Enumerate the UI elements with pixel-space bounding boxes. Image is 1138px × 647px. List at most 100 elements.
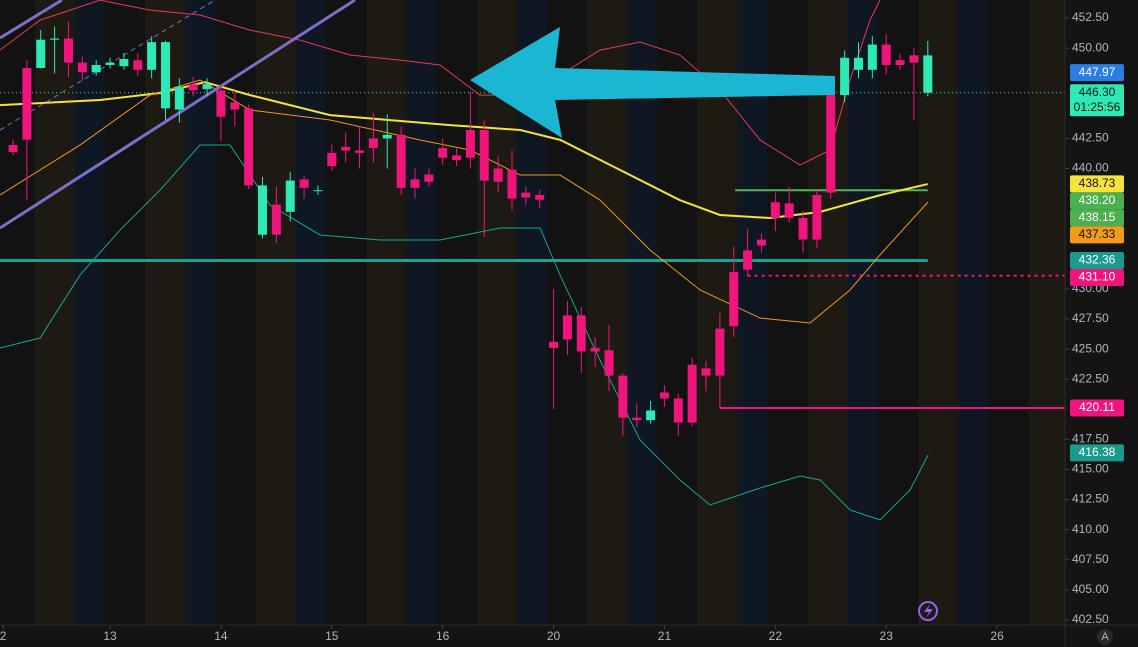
candle-body bbox=[673, 398, 683, 423]
y-tick-label: 440.00 bbox=[1072, 161, 1109, 175]
candle-body bbox=[313, 190, 323, 192]
candle-body bbox=[355, 150, 365, 153]
candle-body bbox=[91, 65, 101, 73]
candle-body bbox=[8, 145, 18, 153]
arrow bbox=[470, 27, 835, 138]
price-label bbox=[1070, 251, 1124, 269]
candle-body bbox=[452, 155, 462, 161]
price-label bbox=[1070, 64, 1124, 82]
price-label-text: 437.33 bbox=[1079, 227, 1116, 241]
candle-body bbox=[507, 169, 517, 199]
plot-area bbox=[0, 0, 1065, 521]
candle-body bbox=[50, 38, 60, 40]
x-tick-label: 15 bbox=[325, 629, 339, 643]
candle-body bbox=[174, 86, 184, 110]
candle-body bbox=[341, 146, 351, 151]
channel-line bbox=[0, 0, 63, 40]
candles bbox=[8, 21, 933, 436]
x-tick-label: 13 bbox=[103, 629, 117, 643]
x-tick-label: 2 bbox=[0, 629, 7, 643]
candle-body bbox=[368, 138, 378, 149]
price-label bbox=[1070, 175, 1124, 193]
price-label-text: 431.10 bbox=[1079, 270, 1116, 284]
y-tick-label: 410.00 bbox=[1072, 522, 1109, 536]
price-label-text: 438.20 bbox=[1079, 193, 1116, 207]
candle-body bbox=[133, 60, 143, 70]
candle-body bbox=[382, 134, 392, 139]
price-label bbox=[1070, 192, 1124, 210]
candle-body bbox=[105, 62, 115, 66]
y-tick-label: 405.00 bbox=[1072, 582, 1109, 596]
candle-body bbox=[701, 368, 711, 376]
candle-body bbox=[798, 217, 808, 240]
countdown: 01:25:56 bbox=[1074, 100, 1121, 114]
channel-line bbox=[0, 0, 356, 230]
candle-body bbox=[479, 130, 489, 181]
candle-body bbox=[840, 57, 850, 96]
candle-body bbox=[562, 315, 572, 340]
candle-body bbox=[521, 192, 531, 198]
candle-body bbox=[770, 202, 780, 218]
candle-body bbox=[812, 195, 822, 240]
candle-body bbox=[327, 152, 337, 167]
candle-body bbox=[881, 44, 891, 66]
candle-body bbox=[729, 272, 739, 327]
y-tick-label: 442.50 bbox=[1072, 131, 1109, 145]
candle-body bbox=[826, 95, 836, 193]
price-label bbox=[1070, 226, 1124, 244]
candle-body bbox=[604, 350, 614, 376]
x-tick-label: 23 bbox=[880, 629, 894, 643]
y-tick-label: 407.50 bbox=[1072, 552, 1109, 566]
candle-body bbox=[549, 341, 559, 348]
scale-button[interactable] bbox=[1097, 629, 1113, 645]
candle-body bbox=[285, 180, 295, 212]
y-tick-label: 402.50 bbox=[1072, 612, 1109, 626]
x-tick-label: 22 bbox=[769, 629, 783, 643]
x-tick-label: 26 bbox=[990, 629, 1004, 643]
candle-body bbox=[22, 68, 32, 140]
price-label bbox=[1070, 268, 1124, 286]
candle-body bbox=[438, 148, 448, 158]
y-tick-label: 450.00 bbox=[1072, 40, 1109, 54]
candle-body bbox=[63, 38, 73, 63]
candle-body bbox=[867, 44, 877, 70]
y-tick-label: 452.50 bbox=[1072, 10, 1109, 24]
candle-body bbox=[160, 42, 170, 109]
price-label-text: 420.11 bbox=[1079, 400, 1115, 414]
y-tick-label: 422.50 bbox=[1072, 371, 1109, 385]
candle-body bbox=[784, 203, 794, 218]
candle-body bbox=[299, 179, 309, 188]
price-label-text: 447.97 bbox=[1079, 65, 1116, 79]
y-tick-label: 417.50 bbox=[1072, 432, 1109, 446]
candle-body bbox=[576, 315, 586, 352]
drawings bbox=[0, 0, 356, 230]
price-label-text: 446.30 bbox=[1079, 85, 1116, 99]
candle-body bbox=[244, 108, 254, 186]
candle-body bbox=[756, 239, 766, 246]
y-tick-label: 415.00 bbox=[1072, 462, 1109, 476]
candle-body bbox=[493, 168, 503, 182]
candle-body bbox=[659, 392, 669, 399]
candle-body bbox=[188, 84, 198, 91]
candle-body bbox=[147, 42, 157, 70]
price-label bbox=[1070, 399, 1124, 417]
candle-body bbox=[909, 55, 919, 63]
y-tick-label: 427.50 bbox=[1072, 311, 1109, 325]
y-tick-label: 425.00 bbox=[1072, 341, 1109, 355]
candle-body bbox=[923, 55, 933, 93]
candle-body bbox=[271, 204, 281, 235]
alert-icon bbox=[918, 601, 938, 621]
x-tick-label: 21 bbox=[658, 629, 672, 643]
candle-body bbox=[535, 195, 545, 200]
channel-midline bbox=[0, 0, 216, 131]
candle-body bbox=[632, 417, 642, 421]
y-tick-label: 412.50 bbox=[1072, 492, 1109, 506]
price-label-text: 416.38 bbox=[1079, 445, 1116, 459]
candle-body bbox=[230, 102, 240, 110]
candle-body bbox=[258, 185, 268, 235]
x-tick-label: 20 bbox=[547, 629, 561, 643]
candle-body bbox=[590, 347, 600, 352]
scale-button-label[interactable]: A bbox=[1101, 631, 1109, 643]
